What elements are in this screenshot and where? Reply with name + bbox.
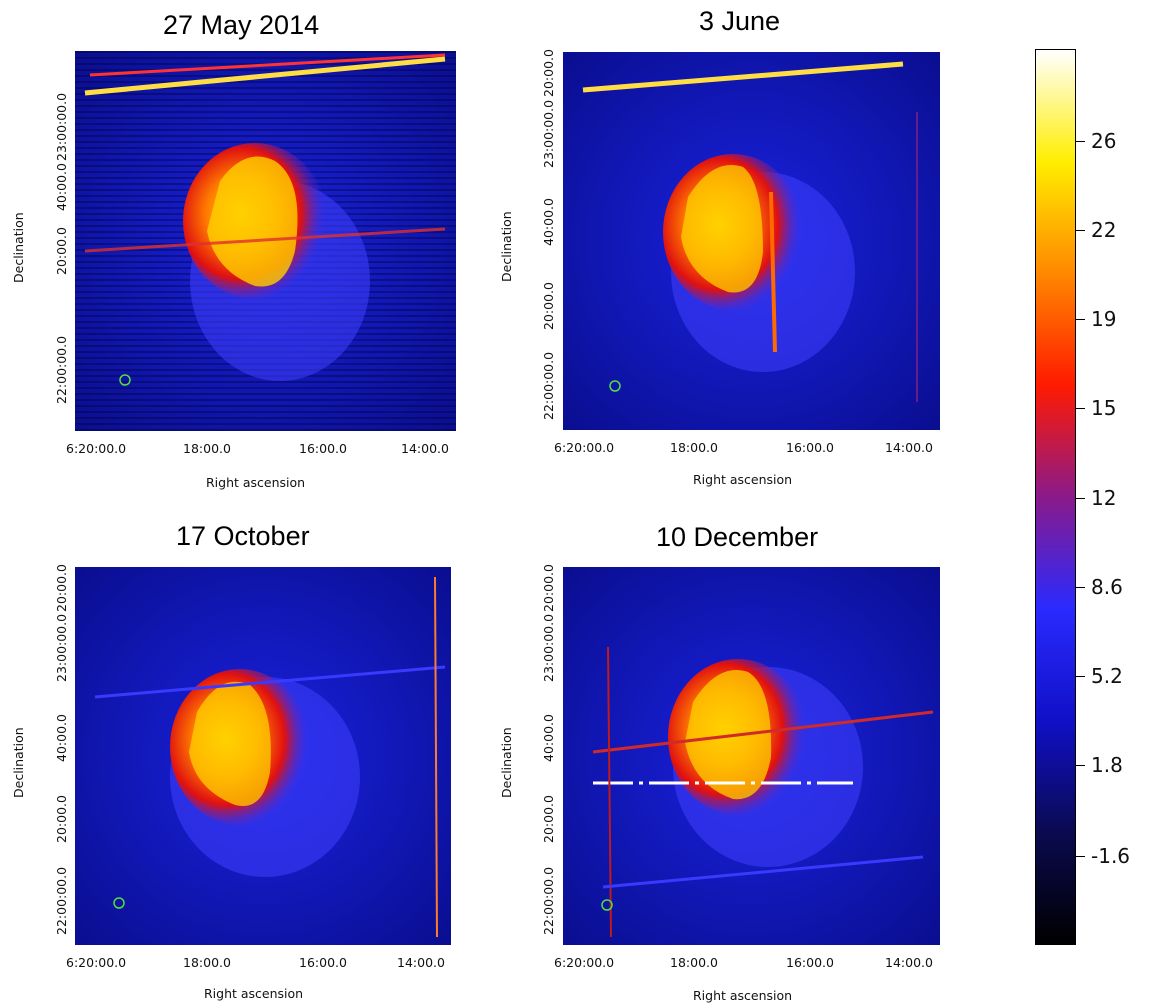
y-tick: 23:00:00.0 — [541, 99, 556, 168]
y-tick: 20:00.0 — [541, 282, 556, 330]
x-tick: 6:20:00.0 — [554, 440, 615, 455]
colorbar-label: 12 — [1091, 486, 1117, 510]
x-tick: 14:00.0 — [401, 441, 449, 456]
colorbar-tick — [1076, 587, 1085, 588]
colorbar-label: 15 — [1091, 396, 1117, 420]
colorbar-label: 1.8 — [1091, 753, 1123, 777]
colorbar-tick — [1076, 676, 1085, 677]
colorbar-label: 8.6 — [1091, 575, 1123, 599]
y-tick: 40:00.0 — [541, 714, 556, 762]
colorbar-label: 22 — [1091, 218, 1117, 242]
y-tick: 20:00.0 — [54, 564, 69, 612]
radio-map-svg — [75, 567, 451, 945]
x-tick: 18:00.0 — [670, 955, 718, 970]
y-axis-label: Declination — [11, 727, 26, 798]
x-tick: 16:00.0 — [299, 955, 347, 970]
x-tick: 6:20:00.0 — [554, 955, 615, 970]
y-tick: 40:00.0 — [541, 198, 556, 246]
y-tick: 22:00:00.0 — [54, 866, 69, 935]
radio-map-image — [75, 51, 456, 431]
y-tick: 20:00.0 — [54, 795, 69, 843]
colorbar-tick — [1076, 498, 1085, 499]
y-tick: 40:00.0 — [54, 163, 69, 211]
x-tick: 6:20:00.0 — [66, 441, 127, 456]
y-tick: 22:00:00.0 — [541, 866, 556, 935]
y-tick: 23:00:00.0 — [541, 613, 556, 682]
colorbar-tick — [1076, 230, 1085, 231]
x-tick: 16:00.0 — [299, 441, 347, 456]
x-tick: 18:00.0 — [183, 955, 231, 970]
x-axis-label: Right ascension — [206, 475, 306, 490]
y-tick: 22:00:00.0 — [541, 351, 556, 420]
panel-title: 17 October — [176, 521, 310, 551]
colorbar-tick — [1076, 319, 1085, 320]
colorbar-label: 19 — [1091, 307, 1117, 331]
radio-map-image — [75, 567, 451, 945]
colorbar-label: -1.6 — [1091, 844, 1131, 868]
colorbar-tick — [1076, 856, 1085, 857]
y-tick: 23:00:00.0 — [54, 92, 69, 161]
y-tick: 20:00.0 — [54, 227, 69, 275]
colorbar — [1035, 49, 1076, 945]
y-axis-label: Declination — [499, 727, 514, 798]
colorbar-tick — [1076, 408, 1085, 409]
panel-title: 10 December — [656, 522, 819, 552]
x-tick: 14:00.0 — [885, 440, 933, 455]
radio-map-svg — [75, 51, 456, 431]
x-axis-label: Right ascension — [204, 986, 304, 1001]
colorbar-label: 5.2 — [1091, 664, 1123, 688]
x-tick: 18:00.0 — [183, 441, 231, 456]
x-axis-label: Right ascension — [693, 988, 793, 1003]
radio-map-image — [563, 567, 940, 945]
x-tick: 6:20:00.0 — [66, 955, 127, 970]
y-tick: 23:00:00.0 — [54, 613, 69, 682]
x-tick: 18:00.0 — [670, 440, 718, 455]
panel-title: 27 May 2014 — [163, 10, 320, 40]
y-tick: 20:00.0 — [541, 564, 556, 612]
radio-map-image — [563, 52, 940, 430]
y-axis-label: Declination — [499, 211, 514, 282]
x-axis-label: Right ascension — [693, 472, 793, 487]
radio-map-svg — [563, 567, 940, 945]
x-tick: 14:00.0 — [397, 955, 445, 970]
y-tick: 20:00.0 — [541, 795, 556, 843]
colorbar-tick — [1076, 765, 1085, 766]
radio-map-svg — [563, 52, 940, 430]
y-tick: 22:00:00.0 — [54, 335, 69, 404]
y-tick: 20:00.0 — [541, 49, 556, 97]
y-tick: 40:00.0 — [54, 714, 69, 762]
colorbar-label: 26 — [1091, 129, 1117, 153]
x-tick: 16:00.0 — [786, 440, 834, 455]
panel-title: 3 June — [699, 6, 781, 36]
x-tick: 14:00.0 — [885, 955, 933, 970]
x-tick: 16:00.0 — [786, 955, 834, 970]
y-axis-label: Declination — [11, 212, 26, 283]
colorbar-tick — [1076, 141, 1085, 142]
